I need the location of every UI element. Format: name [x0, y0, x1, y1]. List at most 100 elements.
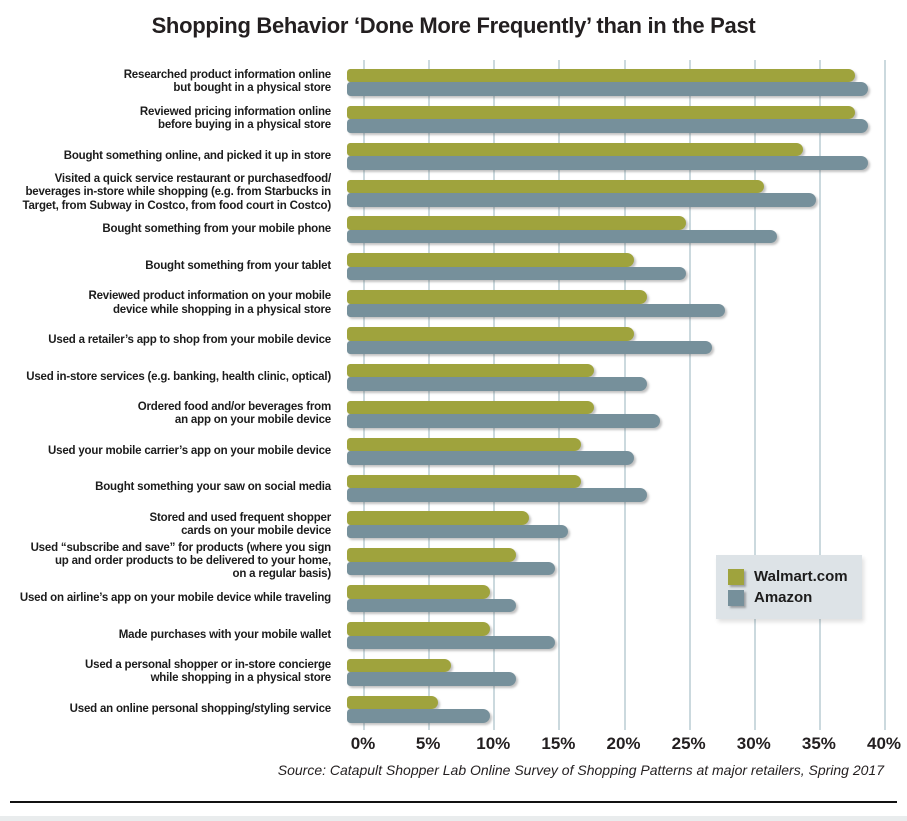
gridlines — [363, 60, 886, 730]
bar-group — [347, 474, 868, 502]
category-label: Bought something from your tablet — [145, 260, 331, 273]
bar-group — [347, 105, 868, 133]
category-label: Ordered food and/or beverages from an ap… — [137, 400, 331, 427]
gridline — [363, 60, 365, 730]
gridline — [558, 60, 561, 730]
x-tick-label: 5% — [415, 734, 441, 753]
bar-group — [347, 585, 868, 613]
amazon-bar — [347, 635, 556, 650]
walmart-bar — [347, 400, 595, 415]
bar-group — [347, 548, 868, 576]
x-tick-label: 25% — [671, 734, 706, 753]
amazon-bar — [347, 340, 712, 355]
category-label: Used your mobile carrier’s app on your m… — [48, 444, 331, 457]
amazon-bar — [347, 266, 686, 281]
bar-group — [347, 658, 868, 686]
walmart-bar — [347, 105, 855, 120]
gridline — [493, 60, 496, 730]
gridline — [753, 60, 756, 730]
amazon-bar — [347, 119, 868, 133]
x-tick-label: 40% — [866, 734, 902, 753]
amazon-bar — [347, 414, 660, 428]
amazon-bar — [347, 303, 725, 318]
bar-group — [347, 68, 868, 96]
bar-row: Used a personal shopper or in-store conc… — [0, 654, 907, 691]
walmart-bar — [347, 363, 595, 378]
bar-row: Used “subscribe and save” for products (… — [0, 541, 907, 581]
walmart-bar — [347, 585, 491, 599]
walmart-bar — [347, 68, 855, 83]
x-axis: 0% 5% 10% 15% 20% 25% 30% 35% 40% — [351, 734, 901, 756]
bar-row: Researched product information online bu… — [0, 64, 907, 101]
x-tick-label: 0% — [350, 734, 376, 753]
category-label: Bought something your saw on social medi… — [95, 481, 331, 494]
bar-group — [347, 216, 868, 244]
category-label: Used a retailer’s app to shop from your … — [48, 333, 331, 346]
amazon-bar — [347, 229, 777, 244]
bar-group — [347, 142, 868, 170]
walmart-swatch — [728, 568, 744, 585]
amazon-bar — [347, 598, 517, 613]
bar-group — [347, 437, 868, 465]
x-tick-label: 15% — [541, 734, 576, 753]
bar-group — [347, 400, 868, 428]
amazon-bar — [347, 451, 634, 465]
category-label: Bought something from your mobile phone — [102, 223, 331, 236]
category-label: Used “subscribe and save” for products (… — [30, 541, 332, 581]
walmart-bar — [347, 511, 530, 525]
bar-row: Bought something from your tablet — [0, 248, 907, 285]
gridline — [818, 60, 821, 730]
amazon-bar — [347, 377, 647, 391]
legend-label-walmart: Walmart.com — [754, 568, 848, 585]
bar-row: Reviewed pricing information online befo… — [0, 101, 907, 138]
legend: Walmart.com Amazon — [716, 555, 862, 619]
bar-row: Used in-store services (e.g. banking, he… — [0, 359, 907, 396]
walmart-bar — [347, 142, 803, 157]
category-label: Used on airline’s app on your mobile dev… — [19, 592, 331, 605]
bar-group — [347, 695, 868, 723]
source-note: Source: Catapult Shopper Lab Online Surv… — [277, 762, 884, 778]
bar-row: Used an online personal shopping/styling… — [0, 691, 907, 728]
amazon-bar — [347, 156, 868, 170]
walmart-bar — [347, 548, 517, 562]
bar-row: Ordered food and/or beverages from an ap… — [0, 396, 907, 433]
walmart-bar — [347, 437, 582, 452]
amazon-bar — [347, 672, 517, 686]
category-label: Used in-store services (e.g. banking, he… — [26, 370, 331, 383]
walmart-bar — [347, 695, 439, 710]
legend-item-walmart: Walmart.com — [728, 568, 848, 585]
walmart-bar — [347, 216, 686, 230]
gridline — [623, 60, 626, 730]
bar-group — [347, 622, 868, 650]
amazon-bar — [347, 82, 868, 96]
x-tick-label: 35% — [801, 734, 836, 753]
category-label: Bought something online, and picked it u… — [63, 149, 331, 162]
walmart-bar — [347, 290, 647, 304]
bar-row: Used a retailer’s app to shop from your … — [0, 322, 907, 359]
chart-title: Shopping Behavior ‘Done More Frequently’… — [151, 13, 756, 38]
amazon-bar — [347, 193, 816, 207]
bar-row: Visited a quick service restaurant or pu… — [0, 173, 907, 212]
bar-group — [347, 290, 868, 318]
walmart-bar — [347, 622, 491, 636]
category-label: Visited a quick service restaurant or pu… — [22, 173, 332, 212]
gridline — [428, 60, 431, 730]
amazon-swatch — [728, 589, 744, 606]
amazon-bar — [347, 709, 491, 723]
category-label: Stored and used frequent shopper cards o… — [149, 511, 332, 537]
bar-row: Stored and used frequent shopper cards o… — [0, 507, 907, 544]
bar-group — [347, 363, 868, 391]
bar-row: Reviewed product information on your mob… — [0, 285, 907, 322]
walmart-bar — [347, 253, 634, 267]
bar-rows: Researched product information online bu… — [0, 64, 907, 728]
category-label: Made purchases with your mobile wallet — [118, 628, 331, 641]
category-label: Reviewed product information on your mob… — [88, 290, 331, 316]
category-label: Used an online personal shopping/styling… — [69, 702, 332, 715]
amazon-bar — [347, 488, 647, 502]
x-tick-label: 30% — [736, 734, 771, 753]
bar-group — [347, 511, 868, 539]
bar-row: Bought something from your mobile phone — [0, 212, 907, 249]
bar-group — [347, 179, 868, 207]
bottom-strip — [0, 816, 907, 821]
